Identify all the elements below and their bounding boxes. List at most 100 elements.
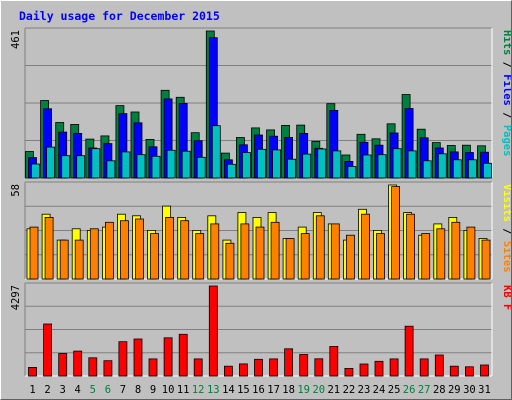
bar-sites-day-3	[59, 239, 69, 280]
bar-kb-f-day-9	[148, 358, 158, 377]
legend-entry: /	[501, 222, 511, 241]
bar-sites-day-13	[210, 223, 220, 280]
bar-kb-f-day-3	[58, 353, 68, 377]
x-tick-label-day-15: 15	[237, 384, 250, 396]
legend-entry: KB F	[501, 285, 511, 310]
bar-pages-day-8	[136, 154, 146, 179]
y-max-label: 461	[10, 30, 22, 49]
bar-kb-f-day-13	[208, 285, 218, 377]
x-tick-label-day-27: 27	[418, 384, 431, 396]
x-tick-label-day-29: 29	[448, 384, 461, 396]
bar-kb-f-day-26	[404, 325, 414, 377]
panel-hits-files-pages: 461 Hits / Files / Pages	[10, 27, 511, 179]
chart-panels: 461 Hits / Files / Pages 58 Visits / Sites 4…	[10, 27, 511, 377]
bar-kb-f-day-29	[449, 365, 459, 377]
x-tick-label-day-6: 6	[105, 384, 111, 396]
x-tick-label-day-7: 7	[120, 384, 126, 396]
x-tick-label-day-8: 8	[135, 384, 141, 396]
bar-pages-day-13	[211, 125, 221, 179]
x-tick-label-day-23: 23	[358, 384, 371, 396]
x-tick-label-day-22: 22	[343, 384, 356, 396]
bar-sites-day-6	[105, 221, 114, 280]
bar-kb-f-day-27	[419, 358, 429, 377]
bar-sites-day-31	[481, 239, 491, 280]
bar-kb-f-day-12	[193, 358, 203, 377]
x-tick-label-day-5: 5	[90, 384, 96, 396]
legend-entry: /	[501, 55, 511, 74]
side-legend: Hits / Files / Pages	[501, 30, 511, 156]
x-tick-label-day-11: 11	[177, 384, 190, 396]
bar-kb-f-day-1	[28, 366, 37, 377]
bar-sites-day-27	[421, 233, 431, 280]
x-tick-label-day-1: 1	[29, 384, 35, 396]
bar-kb-f-day-22	[344, 367, 354, 377]
x-tick-label-day-31: 31	[478, 384, 491, 396]
bar-sites-day-2	[44, 216, 54, 280]
legend-entry: Hits	[501, 30, 511, 55]
bar-sites-day-26	[406, 213, 416, 280]
bar-pages-day-7	[121, 151, 131, 179]
bar-pages-day-21	[332, 150, 342, 179]
bar-kb-f-day-7	[118, 341, 128, 377]
x-tick-label-day-4: 4	[75, 384, 81, 396]
bar-sites-day-23	[361, 213, 370, 280]
bar-sites-day-24	[376, 233, 385, 280]
bar-pages-day-11	[181, 150, 191, 179]
bar-sites-day-11	[180, 220, 190, 280]
side-legend: Visits / Sites	[501, 184, 511, 273]
bar-pages-day-20	[317, 148, 327, 179]
x-tick-label-day-20: 20	[312, 384, 325, 396]
bar-kb-f-day-30	[464, 366, 474, 377]
bar-kb-f-day-16	[254, 358, 263, 377]
legend-entry: Pages	[501, 125, 511, 157]
bar-kb-f-day-21	[329, 345, 339, 377]
x-tick-label-day-2: 2	[44, 384, 50, 396]
bar-kb-f-day-10	[163, 337, 173, 377]
x-tick-label-day-25: 25	[388, 384, 401, 396]
x-tick-label-day-26: 26	[403, 384, 416, 396]
bar-pages-day-19	[302, 153, 312, 179]
bar-pages-day-12	[196, 156, 206, 179]
bar-pages-day-25	[392, 148, 402, 179]
bar-kb-f-day-25	[389, 358, 399, 377]
x-tick-label-day-19: 19	[297, 384, 310, 396]
bar-sites-day-8	[135, 218, 144, 280]
bar-kb-f-day-4	[73, 350, 83, 377]
x-tick-label-day-30: 30	[463, 384, 476, 396]
bar-sites-day-20	[315, 215, 325, 280]
bar-sites-day-4	[74, 239, 84, 280]
x-tick-label-day-14: 14	[222, 384, 235, 396]
bar-sites-day-7	[120, 220, 129, 280]
bar-pages-day-10	[166, 149, 176, 179]
x-tick-label-day-10: 10	[162, 384, 175, 396]
x-tick-label-day-13: 13	[207, 384, 220, 396]
bar-kb-f-day-15	[238, 363, 248, 377]
bar-kb-f-day-11	[178, 333, 188, 377]
bar-sites-day-1	[29, 226, 39, 280]
x-tick-label-day-9: 9	[150, 384, 156, 396]
bar-kb-f-day-31	[480, 364, 489, 377]
bar-kb-f-day-28	[434, 354, 444, 377]
bar-pages-day-17	[272, 149, 282, 179]
bar-pages-day-2	[46, 146, 55, 179]
bar-sites-day-21	[330, 223, 340, 280]
x-tick-label-day-12: 12	[192, 384, 205, 396]
y-max-label: 58	[10, 184, 22, 197]
bar-pages-day-16	[257, 148, 266, 179]
bar-kb-f-day-6	[103, 360, 113, 377]
bar-kb-f-day-23	[359, 363, 369, 377]
x-tick-label-day-16: 16	[252, 384, 265, 396]
bar-sites-day-14	[225, 242, 235, 280]
bar-pages-day-23	[362, 154, 372, 179]
bar-kb-f-day-20	[314, 358, 324, 377]
legend-entry: Files	[501, 74, 511, 106]
panel-visits-sites: 58 Visits / Sites	[10, 181, 511, 280]
bar-pages-day-27	[422, 160, 432, 179]
bar-pages-day-15	[241, 152, 251, 179]
bar-sites-day-18	[285, 238, 295, 280]
x-axis-labels: 1 2 3 4 5 6 7 8 9 10 11 12 13 14 15 16 17 18 19 20 21 22 23 24 2…	[29, 384, 490, 396]
bar-pages-day-9	[151, 155, 161, 179]
bar-kb-f-day-18	[284, 348, 294, 377]
bar-pages-day-14	[226, 163, 236, 179]
